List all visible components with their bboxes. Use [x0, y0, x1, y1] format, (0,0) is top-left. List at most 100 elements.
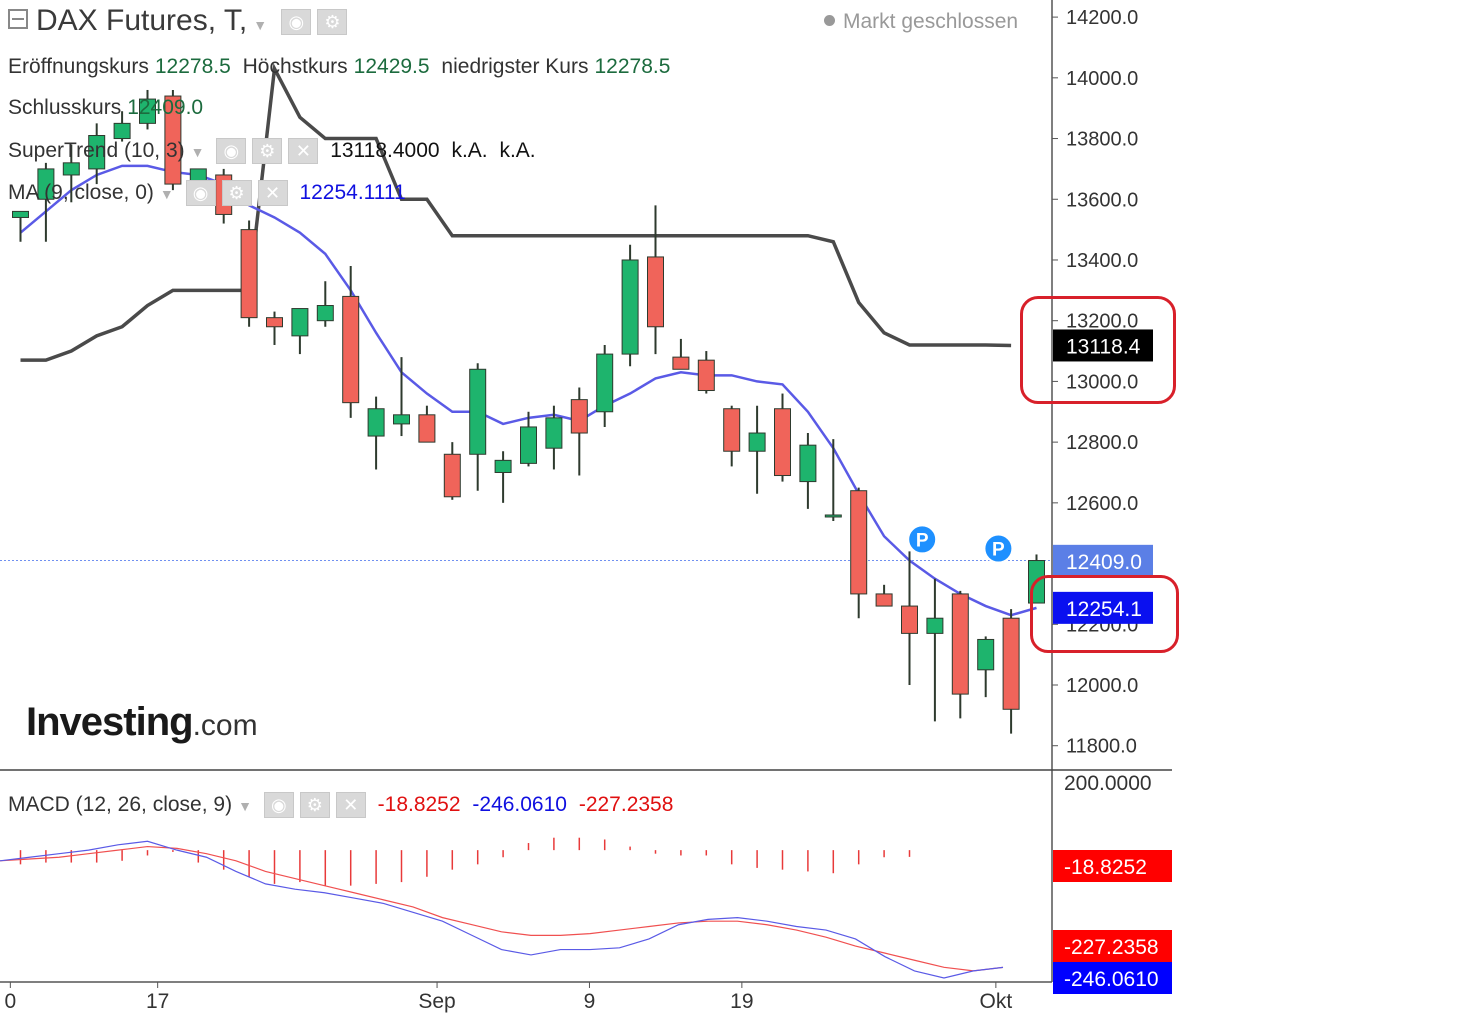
macd-line-value: -246.0610	[472, 792, 567, 816]
candle-body	[723, 408, 741, 452]
gear-icon[interactable]: ⚙	[317, 9, 348, 36]
supertrend-na-2: k.A.	[499, 138, 536, 162]
macd-label-bg	[1053, 850, 1172, 882]
pivot-marker-label: P	[916, 530, 929, 551]
supertrend-na-1: k.A.	[451, 138, 488, 162]
y-tick-label: 13000.0	[1066, 371, 1138, 393]
eye-icon[interactable]: ◉	[185, 180, 216, 206]
high-value: 12429.5	[353, 55, 430, 78]
candle-body	[469, 368, 487, 455]
y-tick-label: 11800.0	[1066, 736, 1137, 758]
macd-legend: MACD (12, 26, close, 9) ▼ ◉ ⚙ ✕ -18.8252 -2…	[8, 792, 679, 818]
low-value: 12278.5	[594, 55, 671, 78]
candle-body	[494, 459, 512, 473]
candle-body	[291, 308, 309, 337]
candle-body	[799, 444, 817, 483]
y-tick-label: 14000.0	[1066, 68, 1138, 90]
price-label-bg	[1053, 329, 1153, 362]
open-value: 12278.5	[154, 55, 231, 78]
macd-label-bg	[1053, 962, 1172, 994]
close-icon[interactable]: ✕	[257, 180, 288, 206]
candle-body	[850, 490, 868, 595]
supertrend-label: SuperTrend (10, 3)	[8, 138, 185, 162]
macd-label-text: -227.2358	[1064, 936, 1159, 959]
candle-body	[748, 432, 766, 452]
chevron-down-icon[interactable]: ▼	[159, 185, 174, 202]
y-tick-label: 12000.0	[1066, 675, 1138, 697]
y-tick-label: 14200.0	[1066, 7, 1138, 29]
y-tick-label: 13400.0	[1066, 250, 1138, 272]
candle-body	[596, 353, 614, 413]
pivot-marker	[907, 524, 938, 555]
price-label-text: 12254.1	[1066, 598, 1142, 621]
ma-value: 12254.1111	[299, 180, 406, 204]
candle-body	[1002, 617, 1020, 710]
gear-icon[interactable]: ⚙	[252, 138, 283, 164]
instrument-title: DAX Futures, T,	[36, 4, 248, 37]
highlight-ring-ma	[1030, 575, 1179, 653]
logo-suffix: .com	[192, 709, 258, 742]
ma-line	[19, 164, 1037, 617]
x-tick-label: 17	[146, 990, 169, 1013]
candle-body	[37, 168, 55, 200]
macd-label-text: -18.8252	[1064, 856, 1147, 879]
macd-label-bg	[1053, 930, 1172, 962]
pivot-marker	[983, 533, 1014, 564]
candle-body	[62, 162, 80, 176]
candle-body	[316, 305, 334, 322]
gear-icon[interactable]: ⚙	[221, 180, 252, 206]
candle-body	[164, 95, 182, 185]
macd-label-text: -246.0610	[1064, 968, 1159, 991]
close-legend: Schlusskurs 12409.0	[8, 96, 209, 120]
macd-y-tick-label: 200.0000	[1064, 772, 1152, 795]
pivot-marker-label: P	[992, 540, 1005, 561]
status-dot-icon	[824, 15, 835, 26]
candle-body	[266, 317, 283, 328]
candle-body	[545, 417, 563, 449]
high-label: Höchstkurs	[242, 55, 348, 78]
x-tick-label: Okt	[980, 990, 1013, 1013]
open-label: Eröffnungskurs	[8, 55, 149, 78]
x-tick-label: Sep	[418, 990, 455, 1013]
macd-hist-value: -18.8252	[377, 792, 461, 816]
candle-body	[443, 453, 461, 498]
price-label-bg	[1053, 544, 1153, 577]
candle-body	[951, 593, 969, 695]
close-value: 12409.0	[127, 96, 204, 119]
price-label-bg	[1053, 591, 1153, 624]
candle-body	[240, 229, 258, 319]
y-tick-label: 13800.0	[1066, 129, 1138, 151]
ma-legend: MA (9, close, 0) ▼ ◉ ⚙ ✕ 12254.1111	[8, 180, 412, 206]
macd-main-line	[0, 840, 1004, 979]
y-tick-label: 13600.0	[1066, 189, 1138, 211]
candle-body	[393, 414, 410, 425]
candle-body	[875, 593, 893, 607]
eye-icon[interactable]: ◉	[216, 138, 247, 164]
close-label: Schlusskurs	[8, 96, 122, 119]
candle-body	[570, 399, 588, 434]
chevron-down-icon[interactable]: ▼	[238, 797, 252, 814]
candle-body	[621, 259, 639, 355]
x-tick-label: 19	[730, 990, 753, 1013]
chevron-down-icon[interactable]: ▼	[253, 17, 268, 33]
chart-header-title: DAX Futures, T, ▼ ◉ ⚙	[8, 4, 353, 38]
eye-icon[interactable]: ◉	[263, 792, 294, 818]
candle-body	[113, 122, 131, 140]
candle-body	[418, 414, 436, 443]
supertrend-line	[20, 62, 1012, 362]
eye-icon[interactable]: ◉	[281, 9, 312, 36]
candle-body	[824, 514, 842, 518]
gear-icon[interactable]: ⚙	[299, 792, 330, 818]
candle-body	[520, 426, 537, 464]
price-label-text: 13118.4	[1066, 335, 1141, 358]
chevron-down-icon[interactable]: ▼	[190, 143, 205, 160]
close-icon[interactable]: ✕	[335, 792, 366, 818]
collapse-icon[interactable]	[8, 9, 28, 30]
low-label: niedrigster Kurs	[441, 55, 589, 78]
candle-body	[342, 295, 360, 404]
candle-body	[774, 408, 791, 477]
y-tick-label: 12800.0	[1066, 432, 1138, 454]
candle-body	[12, 210, 29, 218]
close-icon[interactable]: ✕	[288, 138, 319, 164]
